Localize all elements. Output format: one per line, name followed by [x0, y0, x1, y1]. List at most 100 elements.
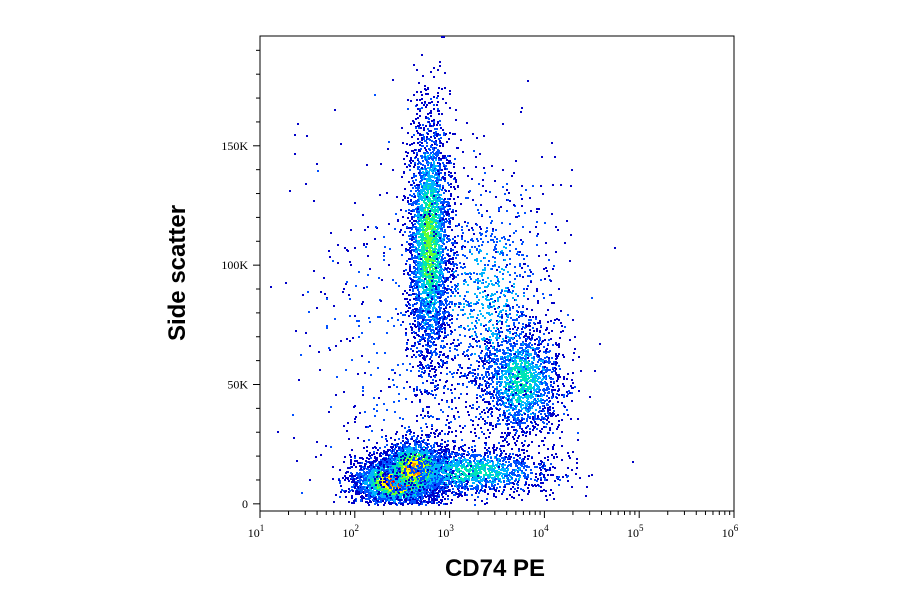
data-point	[374, 503, 376, 505]
data-point	[353, 484, 355, 486]
data-point	[356, 472, 358, 474]
data-point	[394, 448, 396, 450]
data-point	[359, 457, 361, 459]
data-point	[415, 495, 417, 497]
data-point	[394, 439, 396, 441]
data-point	[413, 477, 415, 479]
data-point	[408, 445, 410, 447]
data-point	[402, 503, 404, 505]
data-point	[354, 457, 356, 459]
data-point	[389, 502, 391, 504]
data-point	[356, 493, 358, 495]
data-point	[392, 465, 394, 467]
data-point	[366, 483, 368, 485]
data-point	[370, 468, 372, 470]
data-point	[415, 497, 417, 499]
data-point	[377, 478, 379, 480]
data-point	[372, 447, 374, 449]
data-point	[360, 479, 362, 481]
data-point	[437, 445, 439, 447]
data-point	[356, 488, 358, 490]
data-point	[404, 488, 406, 490]
data-point	[405, 498, 407, 500]
data-point	[416, 484, 418, 486]
data-point	[357, 462, 359, 464]
data-point	[384, 446, 386, 448]
data-point	[368, 504, 370, 506]
data-point	[347, 471, 349, 473]
data-point	[361, 457, 363, 459]
data-point	[380, 500, 382, 502]
data-point	[421, 495, 423, 497]
data-point	[444, 446, 446, 448]
data-point	[403, 474, 405, 476]
data-point	[426, 447, 428, 449]
data-point	[351, 466, 353, 468]
data-point	[425, 443, 427, 445]
data-point	[414, 500, 416, 502]
data-point	[433, 444, 435, 446]
data-point	[335, 494, 337, 496]
data-point	[416, 443, 418, 445]
data-point	[370, 482, 372, 484]
data-point	[416, 438, 418, 440]
data-point	[428, 498, 430, 500]
data-point	[447, 498, 449, 500]
data-point	[348, 480, 350, 482]
data-point	[339, 496, 341, 498]
data-point	[367, 477, 369, 479]
data-point	[366, 471, 368, 473]
plot-frame	[259, 35, 735, 512]
data-point	[379, 486, 381, 488]
data-point	[399, 494, 401, 496]
data-point	[425, 434, 427, 436]
data-point	[395, 469, 397, 471]
data-point	[345, 490, 347, 492]
data-point	[380, 492, 382, 494]
data-point	[426, 450, 428, 452]
data-point	[392, 497, 394, 499]
data-point	[419, 503, 421, 505]
data-point	[363, 471, 365, 473]
data-point	[383, 493, 385, 495]
data-point	[395, 460, 397, 462]
data-point	[438, 449, 440, 451]
data-point	[376, 442, 378, 444]
data-point	[361, 462, 363, 464]
data-point	[440, 502, 442, 504]
data-point	[398, 454, 400, 456]
data-point	[404, 446, 406, 448]
data-point	[426, 452, 428, 454]
data-point	[365, 495, 367, 497]
data-point	[399, 501, 401, 503]
data-point	[390, 450, 392, 452]
data-point	[426, 454, 428, 456]
data-point	[444, 469, 446, 471]
data-point	[354, 499, 356, 501]
data-point	[419, 496, 421, 498]
data-point	[383, 470, 385, 472]
data-point	[370, 457, 372, 459]
data-point	[436, 450, 438, 452]
data-point	[385, 486, 387, 488]
data-point	[395, 433, 397, 435]
data-point	[403, 478, 405, 480]
data-point	[378, 498, 380, 500]
data-point	[363, 447, 365, 449]
data-point	[434, 482, 436, 484]
data-point	[370, 462, 372, 464]
data-point	[374, 491, 376, 493]
data-point	[360, 499, 362, 501]
data-point	[410, 502, 412, 504]
data-point	[360, 496, 362, 498]
data-point	[436, 453, 438, 455]
data-point	[441, 430, 443, 432]
data-point	[364, 463, 366, 465]
data-point	[418, 441, 420, 443]
data-point	[368, 479, 370, 481]
data-point	[450, 456, 452, 458]
data-point	[426, 456, 428, 458]
data-point	[455, 492, 457, 494]
data-point	[398, 438, 400, 440]
data-point	[393, 487, 395, 489]
